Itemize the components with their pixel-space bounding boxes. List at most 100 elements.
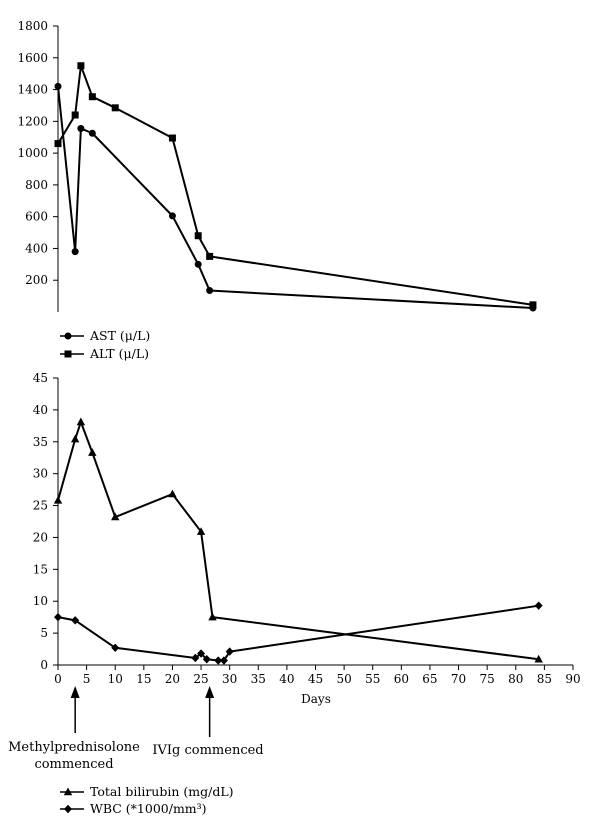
bottom-series-line-diamond [57, 604, 539, 662]
bottom-legend-marker-triangle [63, 787, 73, 796]
bottom-x-tick-label: 80 [508, 672, 523, 686]
bottom-x-tick-label: 5 [83, 672, 91, 686]
bottom-chart-bilirubin-wbc: 0 5 10 15 20 25 30 35 40 45 0 5 10 15 20 25 30 35 40 45 50 5… [8, 371, 581, 816]
bottom-data-point-diamond [111, 643, 120, 652]
bottom-x-tick-label: 25 [193, 672, 208, 686]
top-chart-liver-enzymes: 200 400 600 800 1000 1200 1400 1600 1800 AST (μ/… [17, 19, 537, 361]
top-data-point-square [168, 134, 176, 142]
top-data-point-circle [54, 82, 62, 90]
bottom-y-tick-label: 45 [33, 371, 48, 385]
bottom-data-point-triangle [534, 654, 543, 663]
bottom-x-tick-label: 15 [136, 672, 151, 686]
bottom-x-tick-label: 60 [394, 672, 409, 686]
bottom-x-tick-label: 45 [308, 672, 323, 686]
bottom-data-point-triangle [111, 512, 120, 521]
bottom-x-tick-label: 35 [251, 672, 266, 686]
bottom-series-group [53, 417, 543, 665]
bottom-x-tick-label: 85 [537, 672, 552, 686]
annotation-label-line1: IVIg commenced [152, 743, 263, 758]
bottom-data-point-diamond [219, 656, 228, 665]
top-legend-marker-square [64, 350, 72, 358]
bottom-y-tick-label: 30 [33, 467, 48, 481]
bottom-x-tick-label: 55 [365, 672, 380, 686]
top-y-ticks: 200 400 600 800 1000 1200 1400 1600 1800 [17, 19, 58, 287]
bottom-y-ticks: 0 5 10 15 20 25 30 35 40 45 [33, 371, 58, 672]
top-series-line-square [57, 64, 534, 306]
annotation-arrow-head [70, 686, 80, 698]
bottom-x-tick-label: 65 [422, 672, 437, 686]
bottom-y-tick-label: 15 [33, 562, 48, 576]
bottom-data-point-triangle [208, 612, 217, 621]
bottom-data-point-triangle [168, 489, 177, 498]
bottom-legend-label: WBC (*1000/mm³) [90, 801, 207, 816]
bottom-data-point-diamond [197, 649, 206, 658]
bottom-data-point-triangle [70, 434, 80, 443]
bottom-y-tick-label: 0 [40, 658, 48, 672]
top-data-point-circle [77, 124, 85, 132]
top-data-point-square [529, 301, 537, 309]
top-y-tick-label: 400 [25, 241, 48, 255]
bottom-data-point-triangle [88, 448, 97, 456]
top-data-point-circle [88, 129, 96, 137]
bottom-data-point-diamond [534, 601, 543, 610]
bottom-x-ticks: 0 5 10 15 20 25 30 35 40 45 50 55 60 65 70 75 80 85 90 [54, 665, 581, 686]
top-y-tick-label: 1200 [17, 114, 48, 128]
bottom-x-tick-label: 40 [279, 672, 294, 686]
top-y-tick-label: 1600 [17, 51, 48, 65]
top-legend-label: AST (μ/L) [89, 328, 150, 343]
bottom-series-line-triangle [57, 421, 539, 661]
bottom-y-tick-label: 20 [33, 530, 48, 544]
bottom-y-tick-label: 40 [33, 403, 48, 417]
top-y-tick-label: 1000 [17, 146, 48, 160]
annotation-arrow-head [205, 686, 215, 698]
bottom-x-tick-label: 30 [222, 672, 237, 686]
bottom-data-point-triangle [196, 527, 206, 535]
top-legend-marker-circle [64, 332, 72, 340]
top-data-point-square [111, 104, 119, 112]
top-data-point-square [194, 232, 202, 240]
bottom-x-tick-label: 10 [108, 672, 123, 686]
bottom-legend-label: Total bilirubin (mg/dL) [90, 784, 234, 799]
top-data-point-square [88, 93, 96, 101]
bottom-x-tick-label: 0 [54, 672, 62, 686]
bottom-y-tick-label: 25 [33, 499, 48, 513]
annotation-label-line1: Methylprednisolone [8, 740, 140, 755]
bottom-x-tick-label: 75 [480, 672, 495, 686]
bottom-data-point-diamond [202, 655, 211, 664]
top-y-tick-label: 200 [25, 273, 48, 287]
bottom-legend-marker-diamond [64, 804, 72, 814]
top-data-point-circle [71, 248, 79, 256]
top-data-point-square [54, 140, 62, 148]
bottom-data-point-triangle [76, 417, 86, 426]
top-y-tick-label: 800 [25, 178, 48, 192]
bottom-data-point-triangle [53, 495, 63, 504]
x-axis-label: Days [301, 692, 331, 706]
bottom-y-tick-label: 5 [40, 626, 48, 640]
bottom-x-tick-label: 20 [165, 672, 180, 686]
bottom-data-point-diamond [71, 616, 80, 625]
bottom-x-tick-label: 50 [336, 672, 351, 686]
top-data-point-square [206, 252, 214, 260]
top-series-group [54, 62, 537, 312]
top-y-tick-label: 1400 [17, 83, 48, 97]
top-data-point-circle [168, 212, 176, 220]
top-data-point-circle [206, 287, 214, 295]
bottom-annotations: Methylprednisolone commenced IVIg commence… [8, 686, 264, 772]
bottom-y-tick-label: 35 [33, 435, 48, 449]
bottom-data-point-diamond [191, 653, 200, 663]
top-legend: AST (μ/L) ALT (μ/L) [60, 328, 150, 361]
top-y-tick-label: 600 [25, 210, 48, 224]
bottom-legend: Total bilirubin (mg/dL) WBC (*1000/mm³) [60, 784, 234, 816]
top-data-point-circle [194, 260, 202, 268]
bottom-x-tick-label: 90 [565, 672, 580, 686]
annotation-label-line2: commenced [34, 757, 113, 772]
bottom-data-point-diamond [54, 612, 62, 622]
bottom-data-point-diamond [214, 656, 223, 665]
bottom-data-point-diamond [225, 647, 234, 656]
top-data-point-square [71, 111, 79, 119]
top-data-point-square [77, 62, 85, 70]
top-series-line-circle [57, 86, 533, 310]
top-y-tick-label: 1800 [17, 19, 48, 33]
bottom-y-tick-label: 10 [33, 594, 48, 608]
